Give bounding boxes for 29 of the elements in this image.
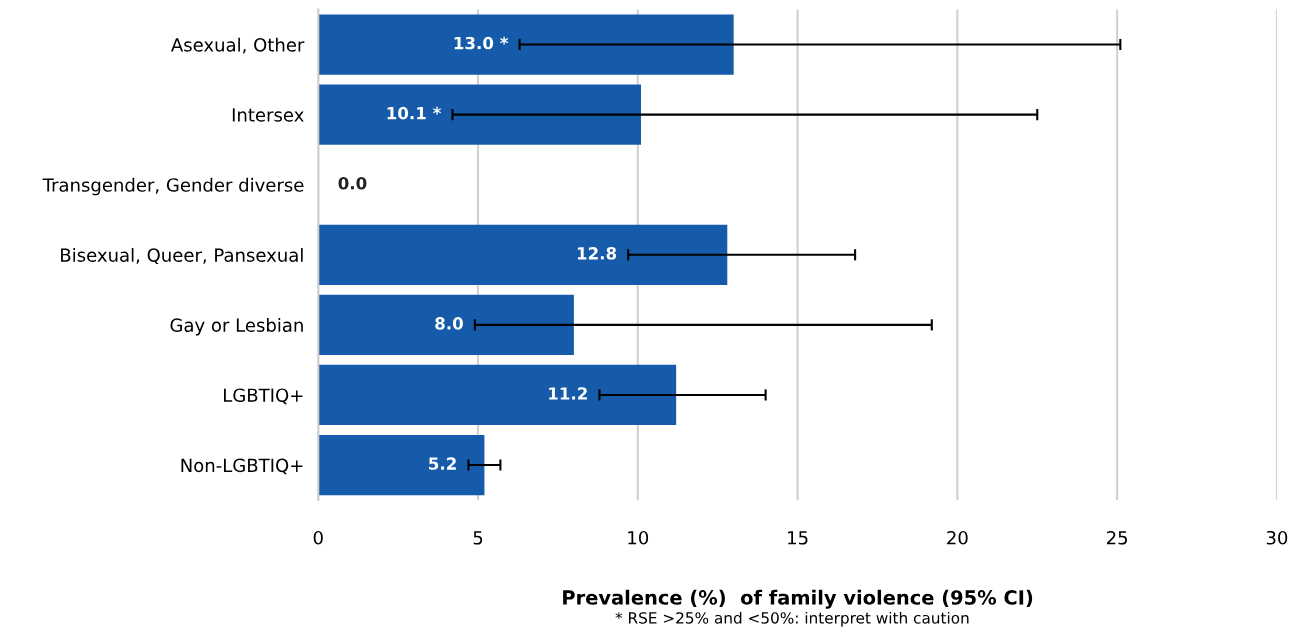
data-label: 12.8: [577, 247, 617, 260]
bar: [318, 84, 641, 145]
data-label: 10.1 *: [387, 106, 442, 120]
y-tick-label: LGBTIQ+: [224, 388, 303, 405]
x-tick-label: 20: [947, 530, 968, 545]
text: * RSE >25% and <50%: interpret with caution: [615, 611, 969, 627]
x-tick-label: 0: [313, 530, 323, 545]
data-label: 11.2: [549, 387, 587, 400]
y-tick-label: Transgender, Gender diverse: [42, 177, 304, 196]
data-label: 8.0: [435, 317, 463, 330]
y-tick-label: Non-LGBTIQ+: [181, 458, 303, 475]
data-label: 0.0: [338, 176, 367, 190]
x-tick-label: 15: [788, 531, 808, 545]
x-tick-label: 5: [473, 531, 483, 545]
x-tick-label: 25: [1106, 530, 1128, 545]
x-axis-title: Prevalence (%) of family violence (95% CI): [563, 589, 1033, 609]
bar: [318, 294, 574, 355]
bar: [318, 434, 485, 496]
bar: [318, 224, 728, 285]
x-tick-label: 30: [1266, 530, 1288, 545]
bar: [318, 364, 677, 426]
y-tick-label: Asexual, Other: [171, 37, 305, 54]
x-tick-label: 10: [628, 530, 649, 545]
y-tick-label: Intersex: [232, 108, 304, 122]
bar: [318, 14, 734, 75]
data-label: 5.2: [429, 457, 456, 470]
y-tick-label: Gay or Lesbian: [170, 318, 303, 336]
data-label: 13.0 *: [454, 36, 509, 50]
y-tick-label: Bisexual, Queer, Pansexual: [61, 247, 303, 264]
